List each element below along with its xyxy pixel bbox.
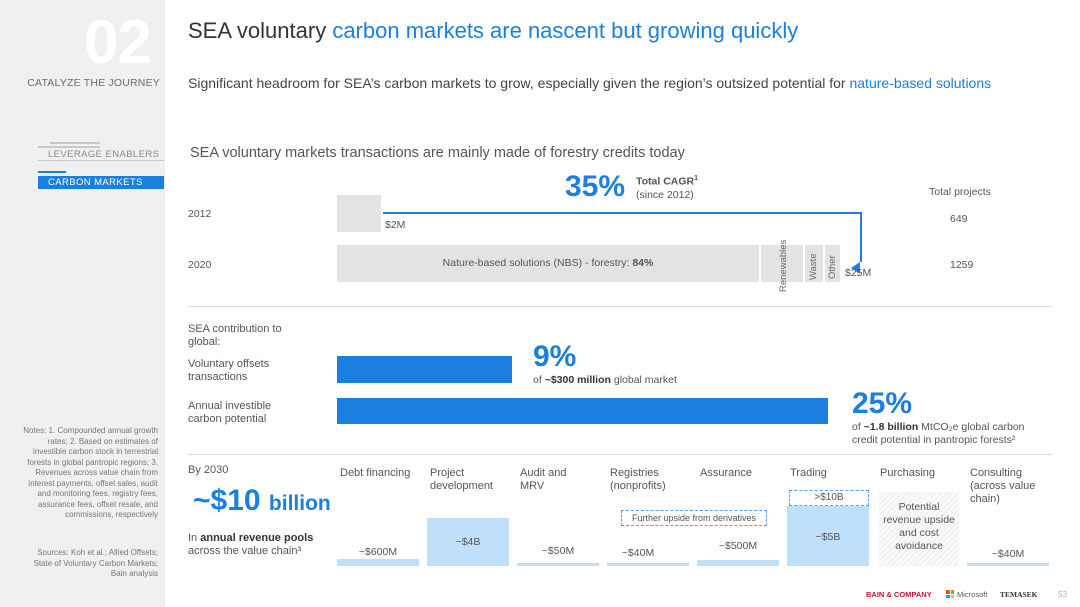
nav-divider <box>38 146 100 148</box>
pct-potential: 25% <box>852 387 913 420</box>
pool-bar-consulting <box>967 563 1049 566</box>
pool-bar-project-development <box>427 518 509 566</box>
page-number: 53 <box>1058 590 1067 599</box>
nbs-pct: 84% <box>632 257 654 269</box>
bar-offsets-share <box>337 356 512 383</box>
nav-item-leverage-enablers[interactable]: LEVERAGE ENABLERS <box>38 148 164 161</box>
column-header-trading: Trading <box>790 467 827 479</box>
section-title: CATALYZE THE JOURNEY <box>27 77 160 89</box>
bar-potential-share <box>337 398 828 424</box>
cagr-value: 35% <box>565 170 626 203</box>
year-2012: 2012 <box>188 208 212 220</box>
contribution-label-offsets: Voluntary offsets transactions <box>188 358 270 383</box>
revenue-pools-caption: In annual revenue pools across the value… <box>188 532 313 558</box>
total-revenue-pools: ~$10 billion <box>193 486 331 516</box>
column-header-project-development: Project development <box>430 467 493 492</box>
pool-value-project-development: ~$4B <box>455 536 481 548</box>
pool-bar-debt-financing <box>337 558 419 566</box>
divider <box>188 306 1052 307</box>
potential-context-bold: ~1.8 billion <box>863 421 919 433</box>
subtitle-plain: Significant headroom for SEA’s carbon ma… <box>188 75 850 91</box>
title-highlight: carbon markets are nascent but growing q… <box>332 18 799 43</box>
nav-active-indicator <box>38 171 66 173</box>
column-header-debt-financing: Debt financing <box>340 467 411 479</box>
bar-2020-nbs: Nature-based solutions (NBS) - forestry:… <box>337 245 759 282</box>
potential-context-pre: of <box>852 421 864 433</box>
total-revenue-unit: billion <box>268 492 331 515</box>
sources: Sources: Koh et al.; Allied Offsets; Sta… <box>33 548 158 578</box>
pool-value-audit-mrv: ~$50M <box>541 545 575 557</box>
potential-context: of ~1.8 billion MtCO₂e global carbon cre… <box>852 421 1050 447</box>
trading-upside-box: >$10B <box>789 490 869 506</box>
divider <box>188 454 1052 455</box>
bar-2020-other <box>825 245 840 282</box>
segment-label-renewables: Renewables <box>778 239 789 292</box>
title-plain: SEA voluntary <box>188 18 333 43</box>
by-2030-label: By 2030 <box>188 464 229 476</box>
pool-bar-registries <box>607 563 689 566</box>
cagr-label-text: Total CAGR <box>636 175 695 188</box>
cagr-arrow-line <box>383 212 861 214</box>
pct-offsets: 9% <box>533 340 577 373</box>
bar-2020-renewables <box>761 245 803 282</box>
pool-bar-audit-mrv <box>517 563 599 566</box>
offsets-context: of ~$300 million global market <box>533 374 677 387</box>
nbs-label: Nature-based solutions (NBS) - forestry: <box>442 257 633 269</box>
nav-divider <box>50 142 100 144</box>
cagr-since: (since 2012) <box>636 189 694 201</box>
pool-value-consulting: ~$40M <box>991 548 1025 560</box>
page-subtitle: Significant headroom for SEA’s carbon ma… <box>188 75 991 91</box>
potential-context-post: MtCO₂e global carbon credit potential in… <box>852 421 1025 446</box>
pool-value-debt-financing: ~$600M <box>358 546 398 558</box>
column-header-purchasing: Purchasing <box>880 467 936 479</box>
pools-bold: annual revenue pools <box>200 532 314 544</box>
subtitle-highlight: nature-based solutions <box>849 75 992 91</box>
cagr-label: Total CAGR1 <box>636 175 698 188</box>
nav-item-carbon-markets[interactable]: CARBON MARKETS <box>38 176 164 189</box>
arrow-head-icon <box>851 262 860 274</box>
column-header-registries: Registries (nonprofits) <box>610 467 666 492</box>
cagr-footnote-ref: 1 <box>694 175 699 182</box>
offsets-context-pre: of <box>533 374 545 386</box>
temasek-logo: TEMASEK <box>1000 590 1038 599</box>
transactions-heading: SEA voluntary markets transactions are m… <box>190 145 685 161</box>
pools-pre: In <box>188 532 201 544</box>
section-number: 02 <box>84 8 152 77</box>
sidebar: 02 CATALYZE THE JOURNEY LEVERAGE ENABLER… <box>0 0 165 607</box>
pools-post: across the value chain³ <box>188 545 302 557</box>
value-2020: $25M <box>845 267 872 279</box>
pool-value-trading: ~$5B <box>815 531 841 543</box>
segment-label-other: Other <box>827 255 838 279</box>
bar-2020-waste <box>805 245 823 282</box>
total-revenue-value: ~$10 <box>193 484 261 517</box>
year-2020: 2020 <box>188 259 212 271</box>
bain-logo: BAIN & COMPANY <box>866 590 932 599</box>
column-header-consulting: Consulting (across value chain) <box>970 467 1036 505</box>
value-2012: $2M <box>385 219 406 231</box>
column-header-audit-mrv: Audit and MRV <box>520 467 567 492</box>
bar-2012 <box>337 195 381 232</box>
footnotes: Notes: 1. Compounded annual growth rates… <box>23 426 158 519</box>
offsets-context-bold: ~$300 million <box>544 374 611 386</box>
column-header-assurance: Assurance <box>700 467 752 479</box>
contribution-label-potential: Annual investible carbon potential <box>188 400 272 425</box>
segment-label-waste: Waste <box>808 253 819 280</box>
projects-2020: 1259 <box>950 259 974 271</box>
cagr-arrow-line <box>860 212 862 262</box>
offsets-context-post: global market <box>610 374 677 386</box>
microsoft-icon <box>946 590 954 598</box>
microsoft-logo: Microsoft <box>957 590 988 599</box>
total-projects-header: Total projects <box>929 186 991 198</box>
derivatives-upside-box: Further upside from derivatives <box>621 510 767 526</box>
pool-value-registries: ~$40M <box>621 547 655 559</box>
pool-bar-trading <box>787 506 869 566</box>
purchasing-upside-box: Potential revenue upside and cost avoida… <box>879 492 959 566</box>
page-title: SEA voluntary carbon markets are nascent… <box>188 18 798 44</box>
pool-value-assurance: ~$500M <box>718 540 758 552</box>
contribution-heading: SEA contribution to global: <box>188 323 282 348</box>
pool-bar-assurance <box>697 560 779 566</box>
projects-2012: 649 <box>950 213 968 225</box>
